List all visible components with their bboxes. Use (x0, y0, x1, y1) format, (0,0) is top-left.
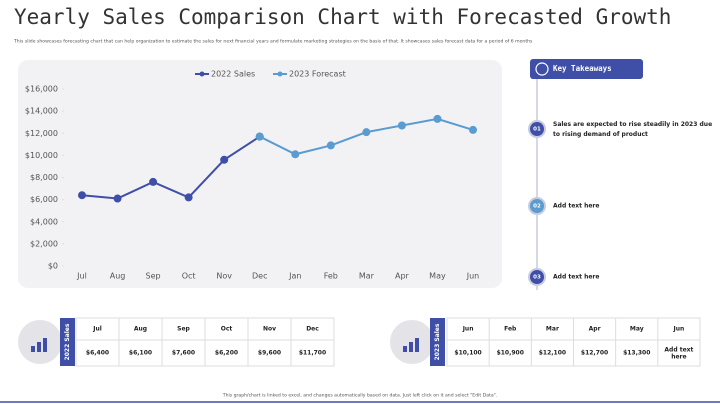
x-tick-label: Apr (395, 272, 410, 281)
y-tick-label: $10,000 (25, 151, 58, 160)
table-header: Oct (221, 326, 233, 333)
takeaway-num: 03 (533, 275, 541, 281)
table-cell: $6,100 (129, 350, 152, 357)
table-cell: $11,700 (299, 350, 326, 357)
table-header: Jun (673, 326, 685, 333)
x-tick-label: May (429, 272, 446, 281)
table-cell: $7,600 (172, 350, 195, 357)
table-header: Dec (306, 326, 319, 333)
takeaway-text: Add text here (553, 203, 599, 210)
point (113, 194, 122, 203)
table-cell: Add text here (664, 346, 693, 360)
x-tick-label: Nov (216, 272, 232, 281)
table-cell: $12,100 (539, 350, 566, 357)
chart-panel (18, 60, 502, 288)
table-cell: $10,100 (454, 350, 481, 357)
takeaway-badge (528, 120, 546, 138)
x-tick-label: Oct (182, 272, 196, 281)
point (397, 121, 406, 130)
table-cell: $13,300 (623, 350, 650, 357)
x-tick-label: Sep (146, 272, 161, 281)
y-tick-label: $4,000 (30, 217, 58, 226)
y-tick-label: $12,000 (25, 129, 58, 138)
icon-bar (43, 338, 47, 352)
legend-label: 2023 Forecast (289, 70, 346, 79)
x-tick-label: Jul (76, 272, 87, 281)
series-line (81, 135, 261, 200)
takeaways-title: Key Takeaways (553, 64, 612, 73)
x-tick-label: Jan (288, 272, 301, 281)
takeaway-text: Add text here (553, 274, 599, 281)
line: here (671, 353, 686, 360)
takeaway-text: Sales are expected to rise steadily in 2… (553, 121, 712, 138)
table-header: Sep (177, 326, 190, 333)
takeaway-badge (528, 268, 546, 286)
point (433, 114, 442, 123)
x-tick-label: Dec (252, 272, 267, 281)
slide-subtitle: This slide showcases forecasting chart t… (13, 39, 533, 45)
line: Add text (664, 346, 693, 353)
legend-label: 2022 Sales (211, 70, 255, 79)
table-label: 2023 Sales (434, 323, 441, 360)
x-tick-label: Jun (466, 272, 480, 281)
icon-bar (37, 342, 41, 352)
point (255, 132, 264, 141)
slide-title: Yearly Sales Comparison Chart with Forec… (14, 5, 671, 29)
y-tick-label: $0 (48, 262, 58, 271)
icon-bar (409, 342, 413, 352)
y-tick-label: $14,000 (25, 107, 58, 116)
line: Sales are expected to rise steadily in 2… (553, 121, 712, 128)
point (469, 125, 477, 134)
table-cell: $10,900 (497, 350, 524, 357)
table-header: May (630, 326, 644, 333)
takeaways-header (530, 59, 643, 79)
table-tab (430, 318, 445, 366)
table-header: Jun (462, 326, 474, 333)
y-tick-label: $8,000 (30, 173, 58, 182)
table-header: Feb (504, 326, 517, 333)
table-cell: $12,700 (581, 350, 608, 357)
table-header: Mar (546, 326, 559, 333)
icon-bar (403, 346, 407, 352)
y-tick-label: $16,000 (25, 85, 58, 94)
y-tick-label: $2,000 (30, 239, 58, 248)
x-tick-label: Mar (359, 272, 375, 281)
legend-marker (199, 71, 205, 77)
table-header: Apr (589, 326, 601, 333)
line: to rising demand of product (553, 131, 648, 138)
table-cell: $9,600 (258, 350, 281, 357)
y-tick-label: $6,000 (30, 195, 58, 204)
table-cell: $6,200 (215, 350, 238, 357)
footer: This graph/chart is linked to excel, and… (222, 393, 497, 399)
table-tab (60, 318, 75, 366)
takeaway-num: 01 (533, 127, 541, 133)
point (220, 155, 229, 164)
table-header: Aug (134, 326, 147, 333)
table-header: Nov (263, 326, 276, 333)
takeaway-badge (528, 197, 546, 215)
legend-marker (277, 71, 283, 77)
point (362, 128, 371, 137)
point (78, 191, 86, 200)
point (184, 193, 193, 202)
point (326, 141, 335, 150)
table-header: Jul (92, 326, 102, 333)
x-tick-label: Aug (110, 272, 126, 281)
point (291, 150, 300, 159)
x-tick-label: Feb (324, 272, 338, 281)
takeaway-num: 02 (533, 204, 541, 210)
table-label: 2022 Sales (64, 323, 71, 360)
table-cell: $6,400 (86, 350, 109, 357)
icon (535, 62, 549, 76)
icon-bar (415, 338, 419, 352)
point (149, 177, 158, 186)
icon-bar (31, 346, 35, 352)
